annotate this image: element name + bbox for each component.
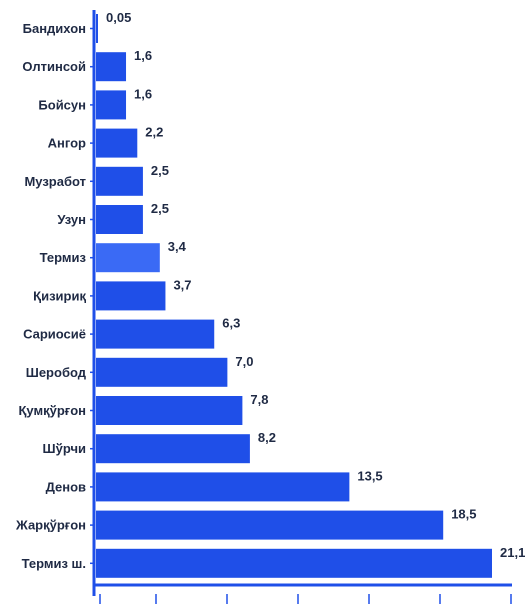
value-label-1: 1,6 — [134, 48, 152, 63]
category-label-0: Бандихон — [23, 21, 86, 36]
category-labels: Бандихон Олтинсой Бойсун Ангор Музработ Узун Т… — [15, 21, 87, 571]
bar-2 — [96, 90, 127, 120]
category-label-2: Бойсун — [38, 97, 86, 112]
category-label-1: Олтинсой — [22, 59, 86, 74]
bar-0 — [96, 14, 98, 43]
bar-3 — [96, 128, 138, 158]
bar-5 — [96, 205, 143, 234]
bar-4 — [96, 166, 143, 196]
chart-axes — [90, 10, 512, 604]
category-label-11: Шўрчи — [43, 441, 86, 456]
value-labels: 0,05 1,6 1,6 2,2 2,5 2,5 3,4 3,7 6,3 7,0 7,8 8,2 13,… — [106, 10, 525, 560]
category-label-13: Жарқўрғон — [15, 518, 86, 533]
value-label-13: 18,5 — [451, 507, 476, 522]
bar-13 — [96, 510, 444, 540]
value-label-5: 2,5 — [151, 201, 169, 216]
value-label-0: 0,05 — [106, 10, 131, 25]
bar-1 — [96, 52, 127, 82]
value-label-12: 13,5 — [357, 468, 382, 483]
bar-11 — [96, 434, 250, 464]
value-label-3: 2,2 — [145, 125, 163, 140]
category-label-5: Узун — [57, 212, 86, 227]
value-label-2: 1,6 — [134, 86, 152, 101]
value-label-4: 2,5 — [151, 163, 169, 178]
value-label-6: 3,4 — [168, 239, 187, 254]
bar-9 — [96, 357, 228, 387]
value-label-9: 7,0 — [235, 354, 253, 369]
chart-bars — [96, 14, 492, 578]
value-label-8: 6,3 — [222, 316, 240, 331]
category-label-6: Термиз — [40, 250, 87, 265]
bar-6 — [96, 243, 160, 273]
category-label-8: Сариосиё — [23, 327, 86, 342]
bar-7 — [96, 281, 166, 311]
value-label-7: 3,7 — [173, 277, 191, 292]
category-label-9: Шеробод — [26, 365, 87, 380]
bar-14 — [96, 548, 492, 578]
bar-8 — [96, 319, 215, 349]
category-label-10: Қумқўрғон — [19, 403, 87, 418]
value-label-10: 7,8 — [250, 392, 268, 407]
category-label-3: Ангор — [48, 136, 86, 151]
value-label-11: 8,2 — [258, 430, 276, 445]
bar-12 — [96, 472, 350, 502]
bar-10 — [96, 396, 243, 425]
category-label-4: Музработ — [24, 174, 86, 189]
category-label-14: Термиз ш. — [22, 556, 86, 571]
category-label-7: Қизириқ — [33, 288, 86, 303]
category-label-12: Денов — [46, 479, 86, 494]
value-label-14: 21,1 — [500, 545, 525, 560]
